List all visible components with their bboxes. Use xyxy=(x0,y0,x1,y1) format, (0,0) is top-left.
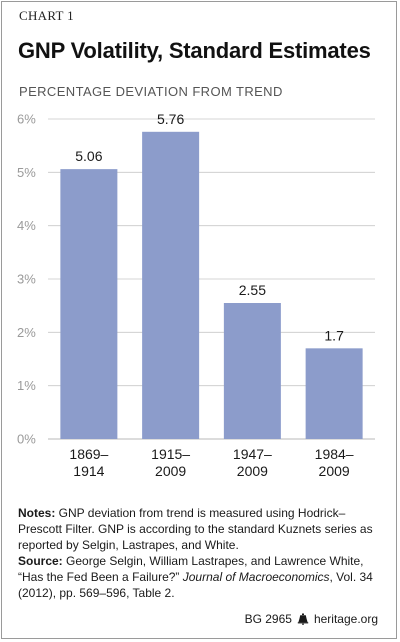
source-journal: Journal of Macroeconomics xyxy=(182,570,330,584)
chart-title: GNP Volatility, Standard Estimates xyxy=(18,38,371,63)
x-tick-label: 1914 xyxy=(73,463,104,479)
y-tick-label: 6% xyxy=(17,112,36,127)
notes-paragraph: Notes: GNP deviation from trend is measu… xyxy=(18,505,384,553)
notes-block: Notes: GNP deviation from trend is measu… xyxy=(18,505,384,601)
data-label: 2.55 xyxy=(239,282,266,298)
bar xyxy=(223,303,281,439)
chart-number-label: CHART 1 xyxy=(19,8,74,23)
y-tick-label: 4% xyxy=(17,218,36,233)
source-text: George Selgin, William Lastrapes, and La… xyxy=(18,554,364,584)
x-tick-label: 1947– xyxy=(233,446,272,462)
liberty-bell-icon xyxy=(297,613,309,625)
notes-text: GNP deviation from trend is measured usi… xyxy=(18,506,373,552)
source-paragraph: Source: George Selgin, William Lastrapes… xyxy=(18,553,384,601)
source-label: Source: xyxy=(18,554,63,568)
x-tick-label: 2009 xyxy=(319,463,350,479)
y-tick-label: 5% xyxy=(17,165,36,180)
x-tick-label: 1869– xyxy=(69,446,108,462)
x-tick-label: 2009 xyxy=(155,463,186,479)
y-tick-label: 0% xyxy=(17,432,36,447)
data-label: 5.76 xyxy=(157,111,184,127)
x-tick-label: 1984– xyxy=(315,446,354,462)
x-tick-label: 2009 xyxy=(237,463,268,479)
bar xyxy=(60,169,118,439)
y-tick-label: 2% xyxy=(17,325,36,340)
x-tick-label: 1915– xyxy=(151,446,190,462)
data-label: 5.06 xyxy=(75,148,102,164)
bar xyxy=(142,131,200,440)
notes-label: Notes: xyxy=(18,506,56,520)
y-tick-label: 1% xyxy=(17,378,36,393)
publication-code: BG 2965 xyxy=(244,612,292,626)
source-text-end: , Vol. 34 (2012), pp. 569–596, Table 2. xyxy=(18,570,373,600)
bar xyxy=(305,348,363,439)
chart-subtitle: PERCENTAGE DEVIATION FROM TREND xyxy=(19,84,283,99)
site-name: heritage.org xyxy=(313,612,378,626)
y-tick-label: 3% xyxy=(17,272,36,287)
bar-chart: 0%1%2%3%4%5%6%5.061869–19145.761915–2009… xyxy=(17,111,375,479)
data-label: 1.7 xyxy=(324,327,344,343)
footer: BG 2965 heritage.org xyxy=(245,612,378,626)
